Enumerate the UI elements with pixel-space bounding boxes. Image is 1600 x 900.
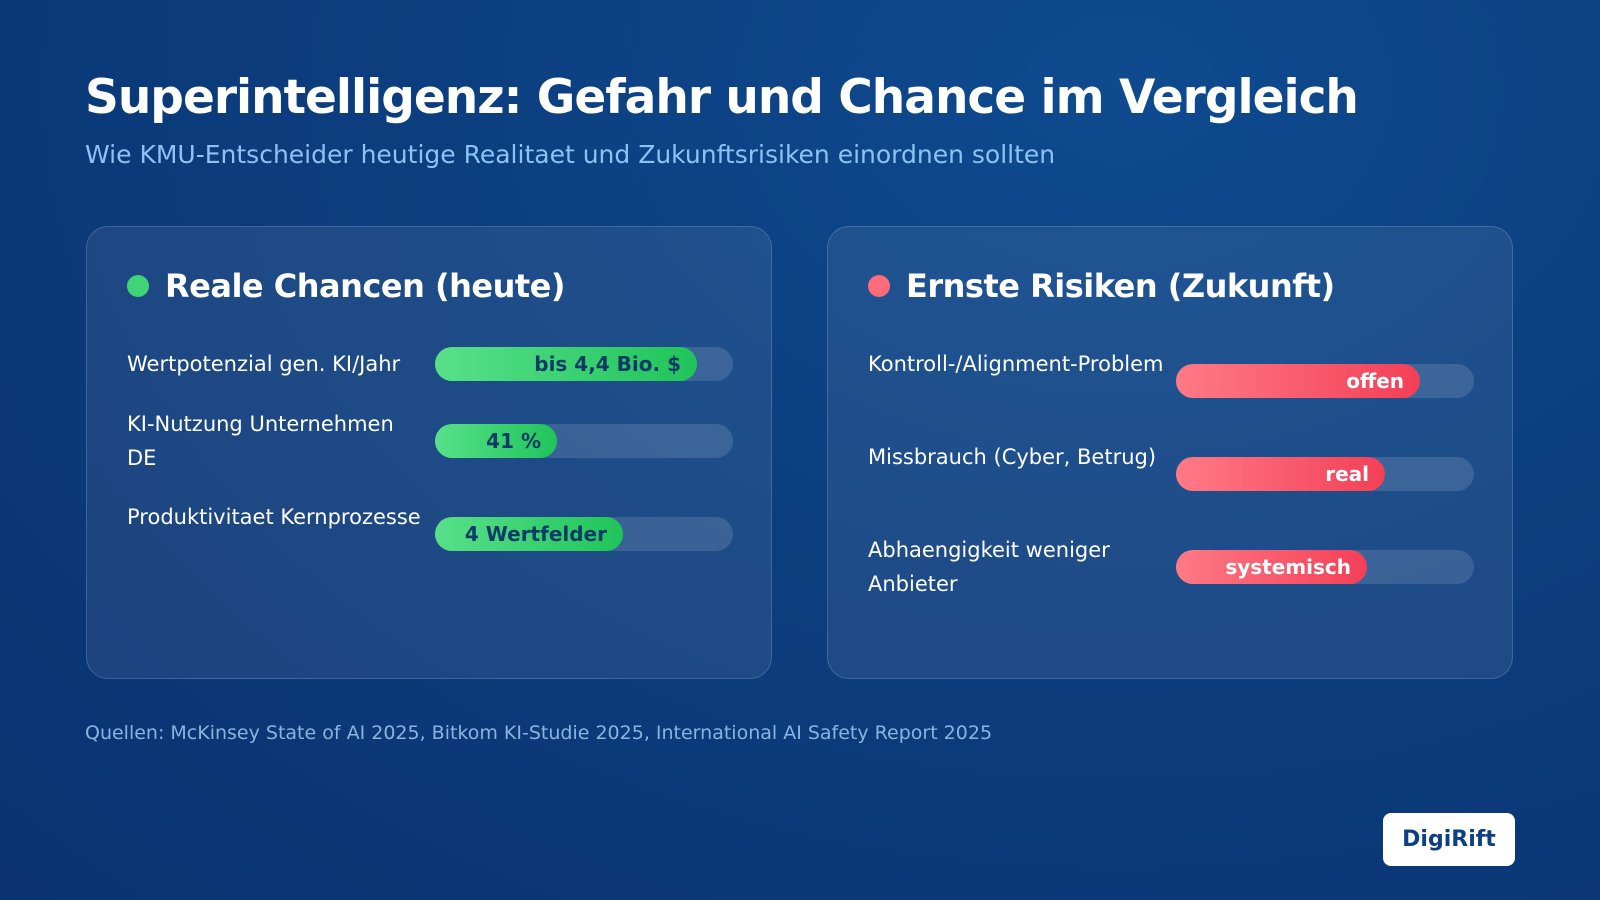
chances-panel: Reale Chancen (heute) Wertpotenzial gen.…: [86, 226, 772, 679]
chances-bar-label: Wertpotenzial gen. KI/Jahr: [127, 352, 401, 376]
risks-header: Ernste Risiken (Zukunft): [868, 267, 1335, 305]
chances-bar-value: bis 4,4 Bio. $: [534, 352, 681, 376]
chances-bar: bis 4,4 Bio. $: [435, 347, 697, 381]
risks-title: Ernste Risiken (Zukunft): [906, 267, 1335, 305]
risks-bar: offen: [1176, 364, 1420, 398]
risks-bar-track: real: [1176, 457, 1474, 491]
chances-bar-label: Produktivitaet Kernprozesse: [127, 505, 421, 529]
chances-bar-value: 41 %: [486, 429, 541, 453]
chances-bar-track: 4 Wertfelder: [435, 517, 733, 551]
source-note: Quellen: McKinsey State of AI 2025, Bitk…: [85, 722, 993, 744]
chances-header: Reale Chancen (heute): [127, 267, 566, 305]
risks-bar-label: Missbrauch (Cyber, Betrug): [868, 445, 1157, 469]
chances-bar-value: 4 Wertfelder: [464, 522, 607, 546]
risks-panel: Ernste Risiken (Zukunft) Kontroll-/Align…: [827, 226, 1513, 679]
risks-bar: systemisch: [1176, 550, 1367, 584]
risks-bar: real: [1176, 457, 1385, 491]
chances-bar: 4 Wertfelder: [435, 517, 623, 551]
risks-bar-track: offen: [1176, 364, 1474, 398]
page-subtitle: Wie KMU-Entscheider heutige Realitaet un…: [85, 140, 1056, 169]
chances-bar-label: KI-Nutzung Unternehmen DE: [127, 412, 394, 470]
page-title: Superintelligenz: Gefahr und Chance im V…: [85, 70, 1359, 125]
risks-bar-value: offen: [1346, 369, 1404, 393]
green-dot-icon: [127, 275, 149, 297]
risks-bar-label: Kontroll-/Alignment-Problem: [868, 352, 1164, 376]
risks-bar-value: systemisch: [1225, 555, 1351, 579]
chances-bar-track: bis 4,4 Bio. $: [435, 347, 733, 381]
risks-bar-value: real: [1325, 462, 1369, 486]
chances-title: Reale Chancen (heute): [165, 267, 566, 305]
red-dot-icon: [868, 275, 890, 297]
brand-logo: DigiRift: [1383, 813, 1515, 866]
chances-bar-track: 41 %: [435, 424, 733, 458]
chances-bar: 41 %: [435, 424, 557, 458]
risks-bar-track: systemisch: [1176, 550, 1474, 584]
risks-bar-label: Abhaengigkeit weniger Anbieter: [868, 538, 1110, 596]
